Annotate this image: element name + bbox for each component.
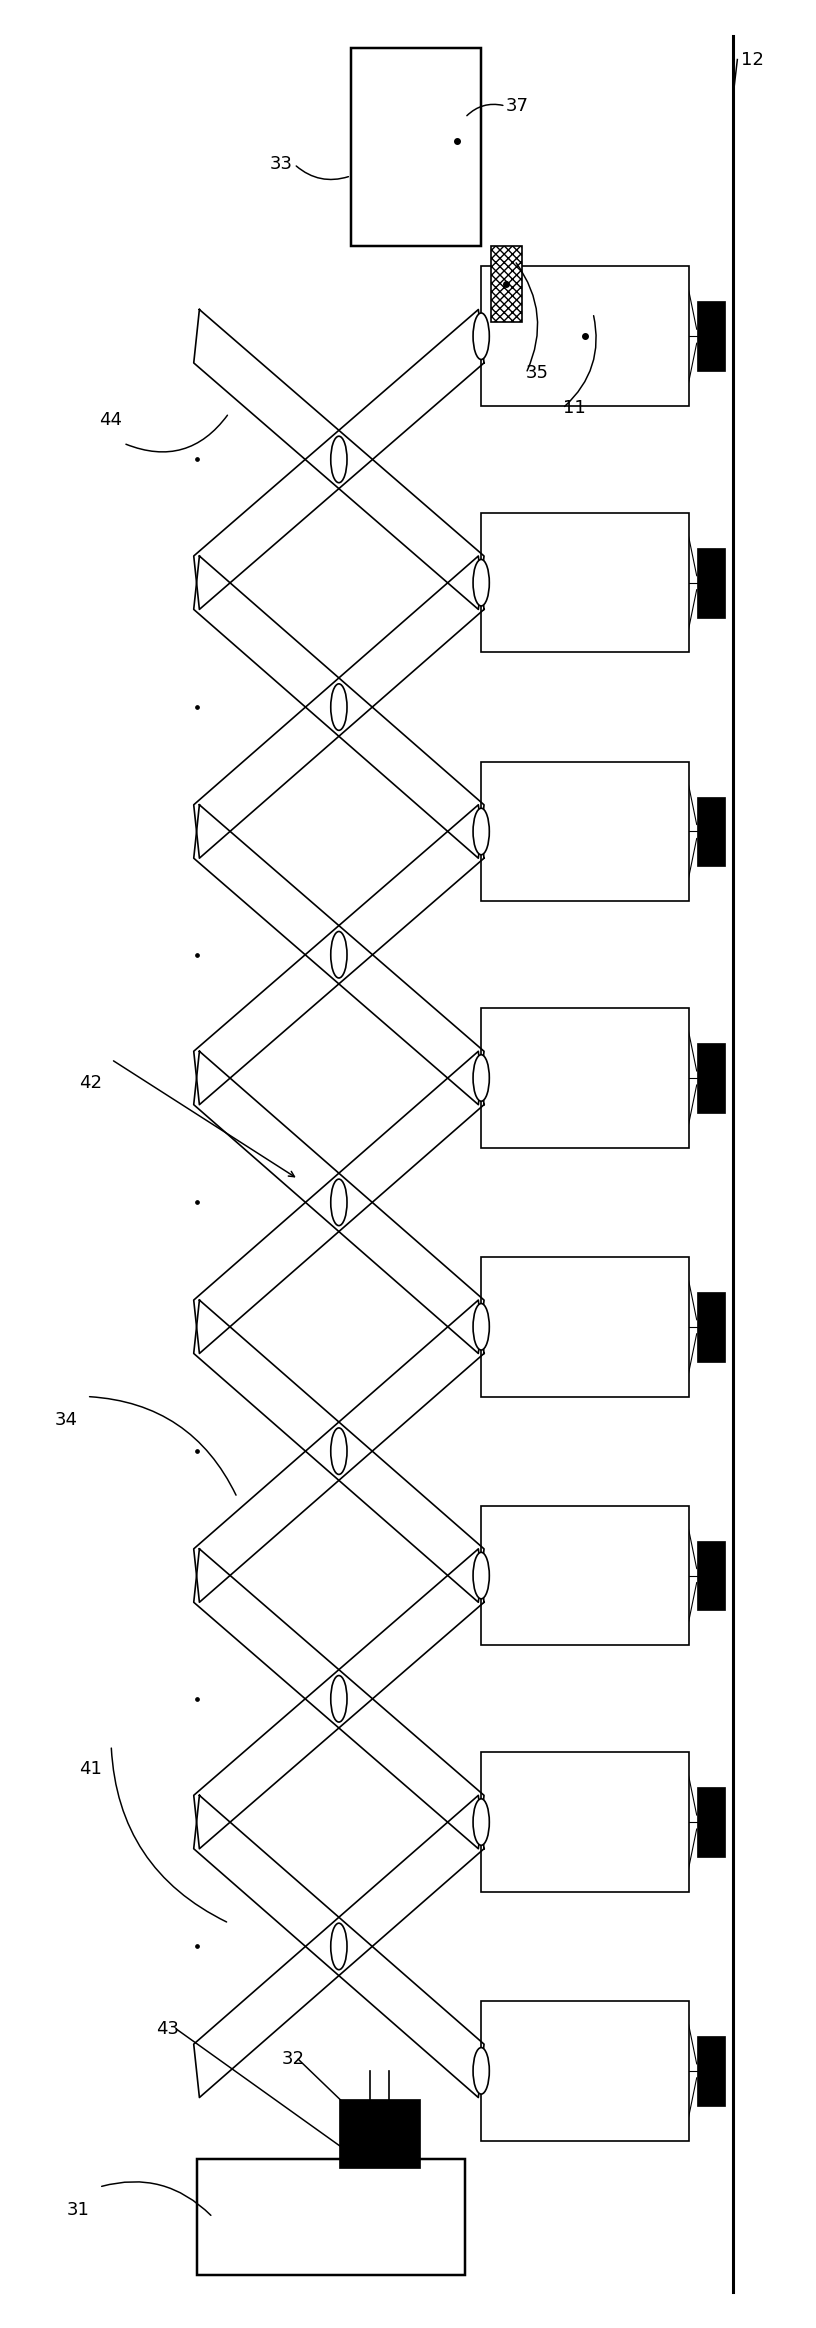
Bar xyxy=(491,1790,522,1853)
Circle shape xyxy=(330,1427,347,1474)
Circle shape xyxy=(473,1800,490,1846)
Bar xyxy=(351,49,481,244)
Bar xyxy=(481,512,689,652)
Text: 12: 12 xyxy=(742,51,765,68)
Polygon shape xyxy=(193,805,484,1106)
Circle shape xyxy=(473,312,490,359)
Bar xyxy=(491,552,522,615)
Text: 42: 42 xyxy=(78,1073,102,1092)
Circle shape xyxy=(473,1304,490,1350)
Text: 41: 41 xyxy=(78,1760,101,1779)
Circle shape xyxy=(473,1553,490,1599)
Bar xyxy=(491,1294,522,1357)
Bar xyxy=(491,2039,522,2102)
Polygon shape xyxy=(193,1548,484,1848)
Circle shape xyxy=(473,1055,490,1101)
Bar xyxy=(697,300,725,370)
Polygon shape xyxy=(193,310,484,610)
Bar xyxy=(697,547,725,617)
Bar xyxy=(197,2158,465,2274)
Circle shape xyxy=(330,931,347,978)
Circle shape xyxy=(330,1178,347,1225)
Text: 43: 43 xyxy=(156,2021,179,2037)
Text: 34: 34 xyxy=(54,1411,78,1429)
Polygon shape xyxy=(193,1548,484,1848)
Circle shape xyxy=(473,2049,490,2095)
Circle shape xyxy=(330,1923,347,1969)
Bar xyxy=(481,1257,689,1397)
Bar xyxy=(491,801,522,864)
Text: 44: 44 xyxy=(99,412,122,428)
Text: 35: 35 xyxy=(526,365,549,382)
Polygon shape xyxy=(193,1795,484,2098)
Polygon shape xyxy=(193,556,484,859)
Text: 32: 32 xyxy=(282,2051,305,2067)
Circle shape xyxy=(330,435,347,482)
Polygon shape xyxy=(193,1299,484,1602)
Bar xyxy=(697,2037,725,2107)
Bar xyxy=(481,1008,689,1148)
Polygon shape xyxy=(193,805,484,1106)
Bar xyxy=(481,761,689,901)
Bar xyxy=(697,1043,725,1113)
Bar xyxy=(491,1543,522,1606)
Polygon shape xyxy=(193,1052,484,1353)
Polygon shape xyxy=(193,556,484,859)
Polygon shape xyxy=(193,1795,484,2098)
Circle shape xyxy=(330,1676,347,1723)
Text: 11: 11 xyxy=(562,400,585,417)
Polygon shape xyxy=(193,1052,484,1353)
Bar xyxy=(697,1788,725,1858)
Text: 33: 33 xyxy=(270,156,293,172)
Bar xyxy=(481,2002,689,2139)
Circle shape xyxy=(473,808,490,854)
Bar xyxy=(491,305,522,368)
Bar xyxy=(481,1506,689,1646)
Bar xyxy=(481,265,689,405)
Text: 37: 37 xyxy=(506,98,529,114)
Polygon shape xyxy=(193,1299,484,1602)
Circle shape xyxy=(330,684,347,731)
Bar xyxy=(697,796,725,866)
Bar xyxy=(697,1292,725,1362)
Bar xyxy=(339,2100,420,2167)
Circle shape xyxy=(473,559,490,605)
Bar xyxy=(491,1048,522,1110)
Text: 31: 31 xyxy=(66,2202,89,2219)
Bar xyxy=(697,1541,725,1611)
Bar xyxy=(491,244,522,321)
Polygon shape xyxy=(193,310,484,610)
Bar xyxy=(481,1753,689,1893)
